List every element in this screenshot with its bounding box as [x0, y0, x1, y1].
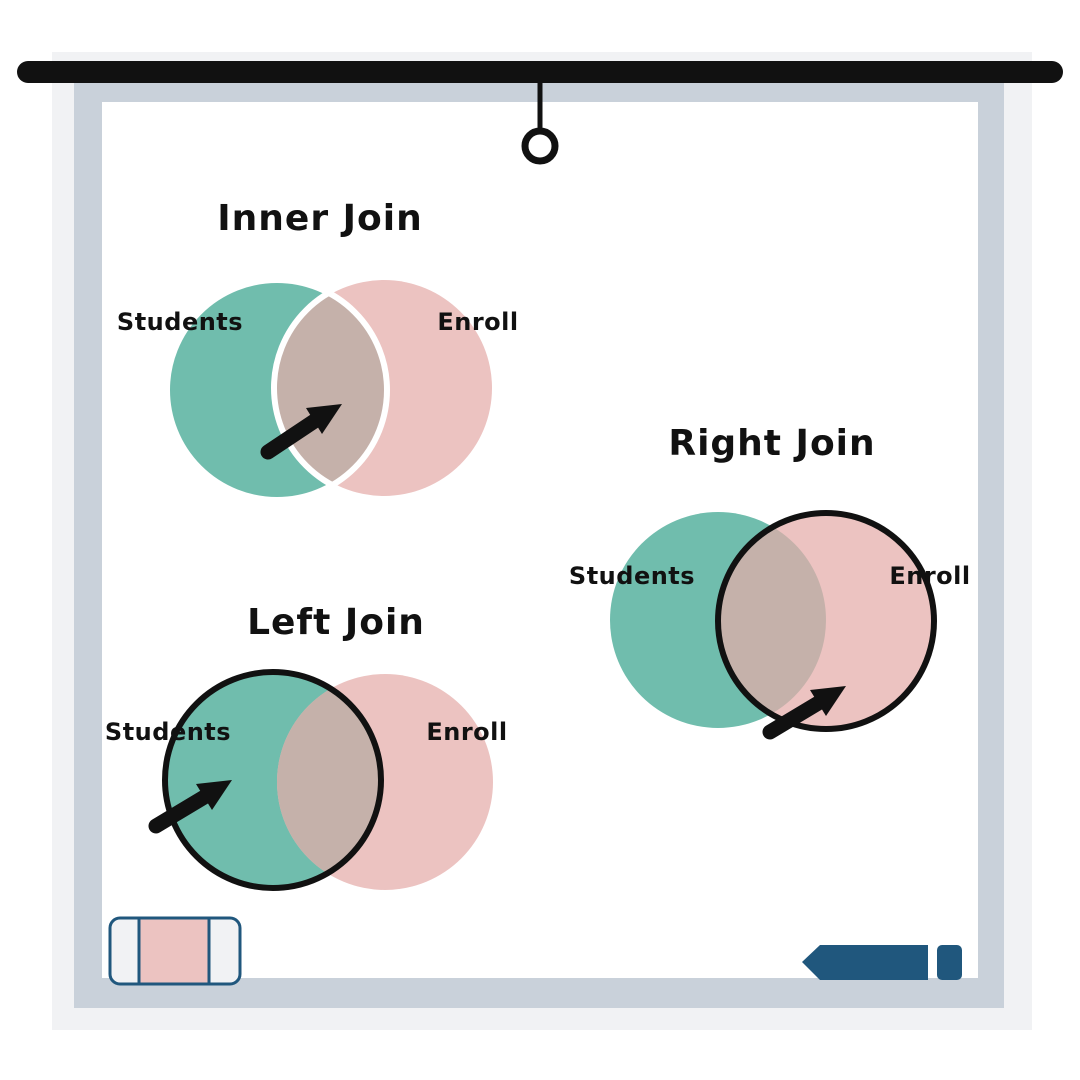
right-join-students-label: Students: [569, 562, 695, 590]
left-join-title: Left Join: [247, 602, 425, 643]
left-join-enroll-label: Enroll: [426, 718, 507, 746]
marker-icon: [802, 945, 962, 980]
inner-join-enroll-label: Enroll: [437, 308, 518, 336]
inner-join-students-label: Students: [117, 308, 243, 336]
eraser-icon: [110, 918, 240, 984]
right-join-enroll-label: Enroll: [889, 562, 970, 590]
right-join-title: Right Join: [668, 423, 875, 464]
inner-join-title: Inner Join: [217, 198, 422, 239]
left-join-students-label: Students: [105, 718, 231, 746]
hanger-ring-icon: [525, 131, 555, 161]
